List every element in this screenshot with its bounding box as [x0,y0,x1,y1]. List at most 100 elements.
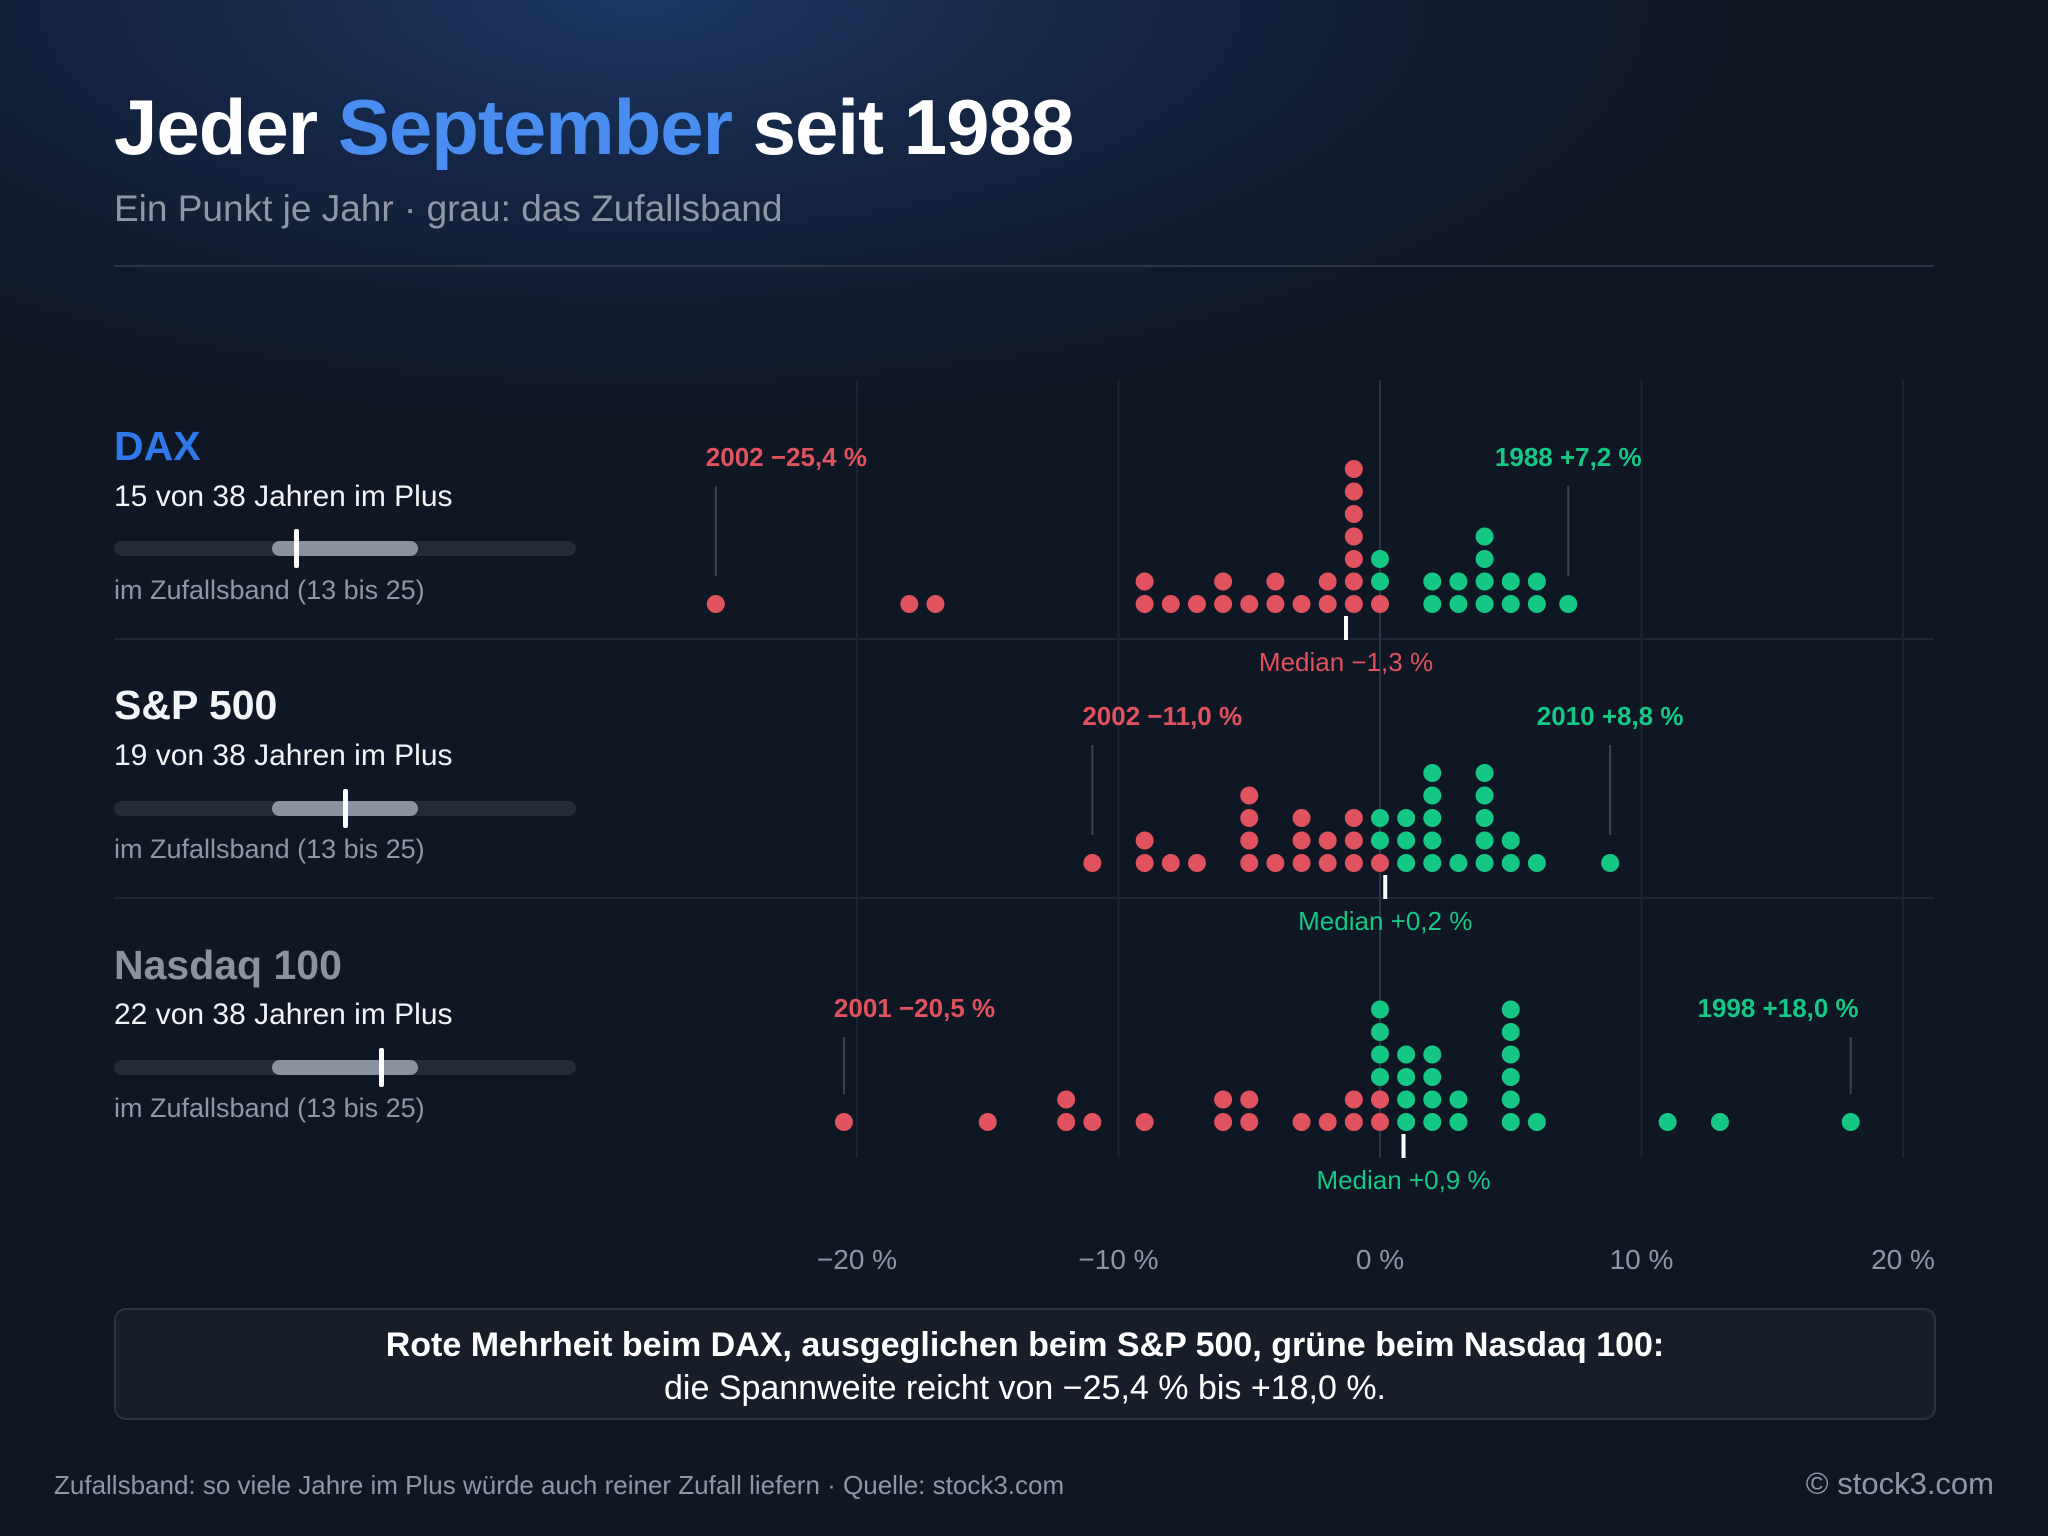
dot-sp500 [1161,854,1180,872]
dot-sp500 [1292,854,1311,872]
min-label: 2002 −25,4 % [706,442,867,472]
max-label: 1998 +18,0 % [1697,993,1858,1023]
dot-dax [1527,572,1546,591]
dot-nasdaq100 [1371,1113,1389,1131]
dot-nasdaq100 [1292,1113,1311,1131]
dot-sp500 [1240,854,1259,872]
dot-dax [1371,550,1389,568]
dot-dax [1475,550,1494,568]
title-highlight: September [337,83,733,171]
dot-dax [1344,572,1363,591]
dot-nasdaq100 [1057,1113,1076,1131]
dot-sp500 [1475,764,1494,782]
dot-sp500 [1135,831,1154,850]
summary-headline: Rote Mehrheit beim DAX, ausgeglichen bei… [385,1326,1665,1364]
median-label: Median +0,9 % [1316,1165,1490,1195]
dot-dax [1135,572,1154,591]
dot-dax [1161,595,1180,613]
dot-dax [1292,595,1311,613]
dot-nasdaq100 [1371,1023,1389,1041]
dot-nasdaq100 [1083,1113,1102,1131]
summary-text: die Spannweite reicht von −25,4 % bis +1… [663,1369,1387,1407]
dot-nasdaq100 [1501,1045,1520,1064]
min-label: 2002 −11,0 % [1082,701,1242,731]
dot-nasdaq100 [1423,1068,1442,1086]
min-label: 2001 −20,5 % [834,993,995,1023]
dot-dax [1344,595,1363,613]
row-divider [114,638,1934,640]
band-track-sp500 [114,789,576,828]
dot-nasdaq100 [1240,1090,1259,1109]
header-divider [114,265,1934,267]
dot-nasdaq100 [1423,1045,1442,1064]
dot-dax [1501,595,1520,613]
title-post: seit 1988 [752,83,1075,171]
dot-sp500 [1423,764,1442,782]
dot-dax [1266,595,1285,613]
dot-dax [706,595,725,613]
dot-nasdaq100 [1501,1068,1520,1086]
footnote: Zufallsband: so viele Jahre im Plus würd… [54,1470,1065,1500]
page-subtitle: Ein Punkt je Jahr · grau: das Zufallsban… [114,188,783,229]
dot-nasdaq100 [1371,1090,1389,1109]
dot-nasdaq100 [1057,1090,1076,1109]
dot-nasdaq100 [1371,1000,1389,1019]
max-label: 2010 +8,8 % [1537,701,1684,731]
dot-sp500 [1187,854,1206,872]
median-label: Median −1,3 % [1259,647,1433,677]
dot-nasdaq100 [1423,1113,1442,1131]
dot-dax [1344,505,1363,523]
dot-dax [1344,460,1363,478]
dot-sp500 [1344,809,1363,827]
positive-count-marker-nasdaq100 [379,1048,385,1087]
median-label: Median +0,2 % [1298,906,1472,936]
dot-nasdaq100 [978,1113,997,1131]
dot-nasdaq100 [834,1113,853,1131]
dot-dax [1214,595,1233,613]
dot-sp500 [1266,854,1285,872]
dot-dax [1240,595,1259,613]
dot-dax [900,595,919,613]
dot-sp500 [1423,786,1442,805]
dot-nasdaq100 [1214,1090,1233,1109]
band-note-sp500: im Zufallsband (13 bis 25) [114,834,425,864]
dot-dax [1214,572,1233,591]
dot-nasdaq100 [1449,1090,1468,1109]
band-note-nasdaq100: im Zufallsband (13 bis 25) [114,1093,425,1123]
row-name-sp500: S&P 500 [114,682,278,728]
dot-sp500 [1501,831,1520,850]
dot-dax [1344,527,1363,546]
positive-count-marker-dax [294,529,300,568]
summary-box: Rote Mehrheit beim DAX, ausgeglichen bei… [114,1308,1936,1420]
dot-sp500 [1292,809,1311,827]
dot-nasdaq100 [1135,1113,1154,1131]
dot-dax [1475,527,1494,546]
dot-sp500 [1527,854,1546,872]
dot-sp500 [1344,854,1363,872]
dot-sp500 [1449,854,1468,872]
dot-dax [1449,595,1468,613]
dot-sp500 [1318,831,1337,850]
dot-sp500 [1135,854,1154,872]
row-name-dax: DAX [114,423,201,469]
dot-sp500 [1083,854,1102,872]
dot-sp500 [1318,854,1337,872]
x-tick-label: 20 % [1871,1244,1935,1275]
dot-dax [1318,572,1337,591]
dot-dax [1371,595,1389,613]
random-band-dax [272,541,418,556]
dot-sp500 [1475,831,1494,850]
dot-sp500 [1240,786,1259,805]
page-title: Jeder September seit 1988 [114,82,1075,173]
dot-nasdaq100 [1449,1113,1468,1131]
dot-nasdaq100 [1371,1068,1389,1086]
x-tick-label: −20 % [817,1244,897,1275]
dot-dax [1559,595,1578,613]
copyright: © stock3.com [1805,1466,1994,1501]
dot-nasdaq100 [1240,1113,1259,1131]
band-track-nasdaq100 [114,1048,576,1087]
row-count-nasdaq100: 22 von 38 Jahren im Plus [114,998,453,1031]
dot-dax [1527,595,1546,613]
dot-nasdaq100 [1344,1090,1363,1109]
dot-sp500 [1475,809,1494,827]
